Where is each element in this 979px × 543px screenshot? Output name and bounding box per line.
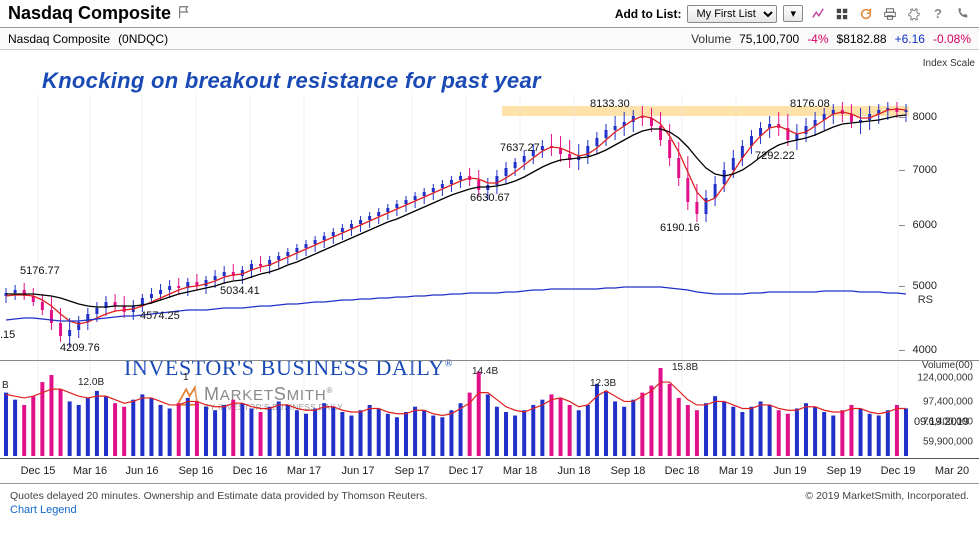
chart-area: Knocking on breakout resistance for past… [0, 50, 979, 458]
footer-copyright: © 2019 MarketSmith, Incorporated. [805, 490, 969, 502]
price-point-label: .15 [0, 329, 15, 341]
header-bar: Nasdaq Composite Add to List: My First L… [0, 0, 979, 28]
flag-icon[interactable] [177, 5, 191, 22]
price-change: +6.16 [895, 32, 925, 46]
x-tick: Dec 15 [21, 465, 56, 477]
rs-label: RS [918, 294, 933, 306]
footer: Quotes delayed 20 minutes. Ownership and… [0, 486, 979, 506]
y-tick: 8000 [913, 111, 937, 123]
help-icon[interactable]: ? [929, 5, 947, 23]
x-tick: Dec 16 [233, 465, 268, 477]
x-tick: Dec 19 [881, 465, 916, 477]
price-point-label: 5034.41 [220, 285, 260, 297]
x-tick: Sep 19 [827, 465, 862, 477]
x-tick: Mar 18 [503, 465, 537, 477]
volume-peak-label: 14.4B [472, 366, 498, 377]
volume-tick: 59,900,000 [923, 437, 973, 448]
y-tick: 4000 [913, 344, 937, 356]
volume-peak-label: 12.3B [590, 378, 616, 389]
chart-legend-link[interactable]: Chart Legend [10, 504, 77, 516]
footer-quotes: Quotes delayed 20 minutes. Ownership and… [10, 490, 428, 502]
volume-peak-label: 12.0B [78, 377, 104, 388]
settings-icon[interactable] [905, 5, 923, 23]
x-tick: Mar 17 [287, 465, 321, 477]
x-tick: Jun 17 [341, 465, 374, 477]
x-axis: Dec 15 Mar 16 Jun 16 Sep 16 Dec 16 Mar 17 Jun … [0, 458, 979, 484]
volume-peak-label: 15.8B [672, 362, 698, 373]
x-tick: Sep 17 [395, 465, 430, 477]
ticker-symbol: (0NDQC) [118, 32, 168, 46]
chart-line-icon[interactable] [809, 5, 827, 23]
x-tick: Mar 20 [935, 465, 969, 477]
volume-area: Volume(00) 124,000,00097,400,00076,400,0… [0, 360, 979, 458]
x-tick: Jun 19 [773, 465, 806, 477]
grid-icon[interactable] [833, 5, 851, 23]
volume-tick: 124,000,000 [917, 373, 973, 384]
y-tick: 7000 [913, 164, 937, 176]
volume-tick: 97,400,000 [923, 397, 973, 408]
price-point-label: 4209.76 [60, 342, 100, 354]
price-point-label: 7292.22 [755, 150, 795, 162]
volume-peak-label: B [2, 380, 9, 391]
date-stamp: 09.19.2019 [914, 416, 969, 428]
price-point-label: 8176.08 [790, 98, 830, 110]
x-tick: Mar 16 [73, 465, 107, 477]
price-point-label: 7637.27 [500, 142, 540, 154]
subheader: Nasdaq Composite (0NDQC) Volume 75,100,7… [0, 28, 979, 50]
volume-value: 75,100,700 [739, 32, 799, 46]
price-point-label: 4574.25 [140, 310, 180, 322]
print-icon[interactable] [881, 5, 899, 23]
volume-label: Volume [691, 32, 731, 46]
price-change-pct: -0.08% [933, 32, 971, 46]
price-value: $8182.88 [837, 32, 887, 46]
volume-pct: -4% [807, 32, 828, 46]
add-to-list-label: Add to List: [615, 7, 682, 21]
x-tick: Sep 18 [611, 465, 646, 477]
index-name: Nasdaq Composite [8, 32, 110, 46]
price-point-label: 6190.16 [660, 222, 700, 234]
y-tick: 6000 [913, 219, 937, 231]
x-tick: Jun 16 [125, 465, 158, 477]
refresh-icon[interactable] [857, 5, 875, 23]
x-tick: Dec 18 [665, 465, 700, 477]
list-select[interactable]: My First List [687, 5, 777, 23]
price-point-label: 5176.77 [20, 265, 60, 277]
y-tick: 5000 [913, 280, 937, 292]
price-point-label: 6630.67 [470, 192, 510, 204]
x-tick: Mar 19 [719, 465, 753, 477]
x-tick: Dec 17 [449, 465, 484, 477]
price-point-label: 8133.30 [590, 98, 630, 110]
list-dropdown-button[interactable]: ▾ [783, 5, 803, 22]
phone-icon[interactable] [953, 5, 971, 23]
volume-peak-label: 1 [183, 372, 189, 383]
x-tick: Jun 18 [557, 465, 590, 477]
x-tick: Sep 16 [179, 465, 214, 477]
chart-title: Nasdaq Composite [8, 3, 171, 24]
